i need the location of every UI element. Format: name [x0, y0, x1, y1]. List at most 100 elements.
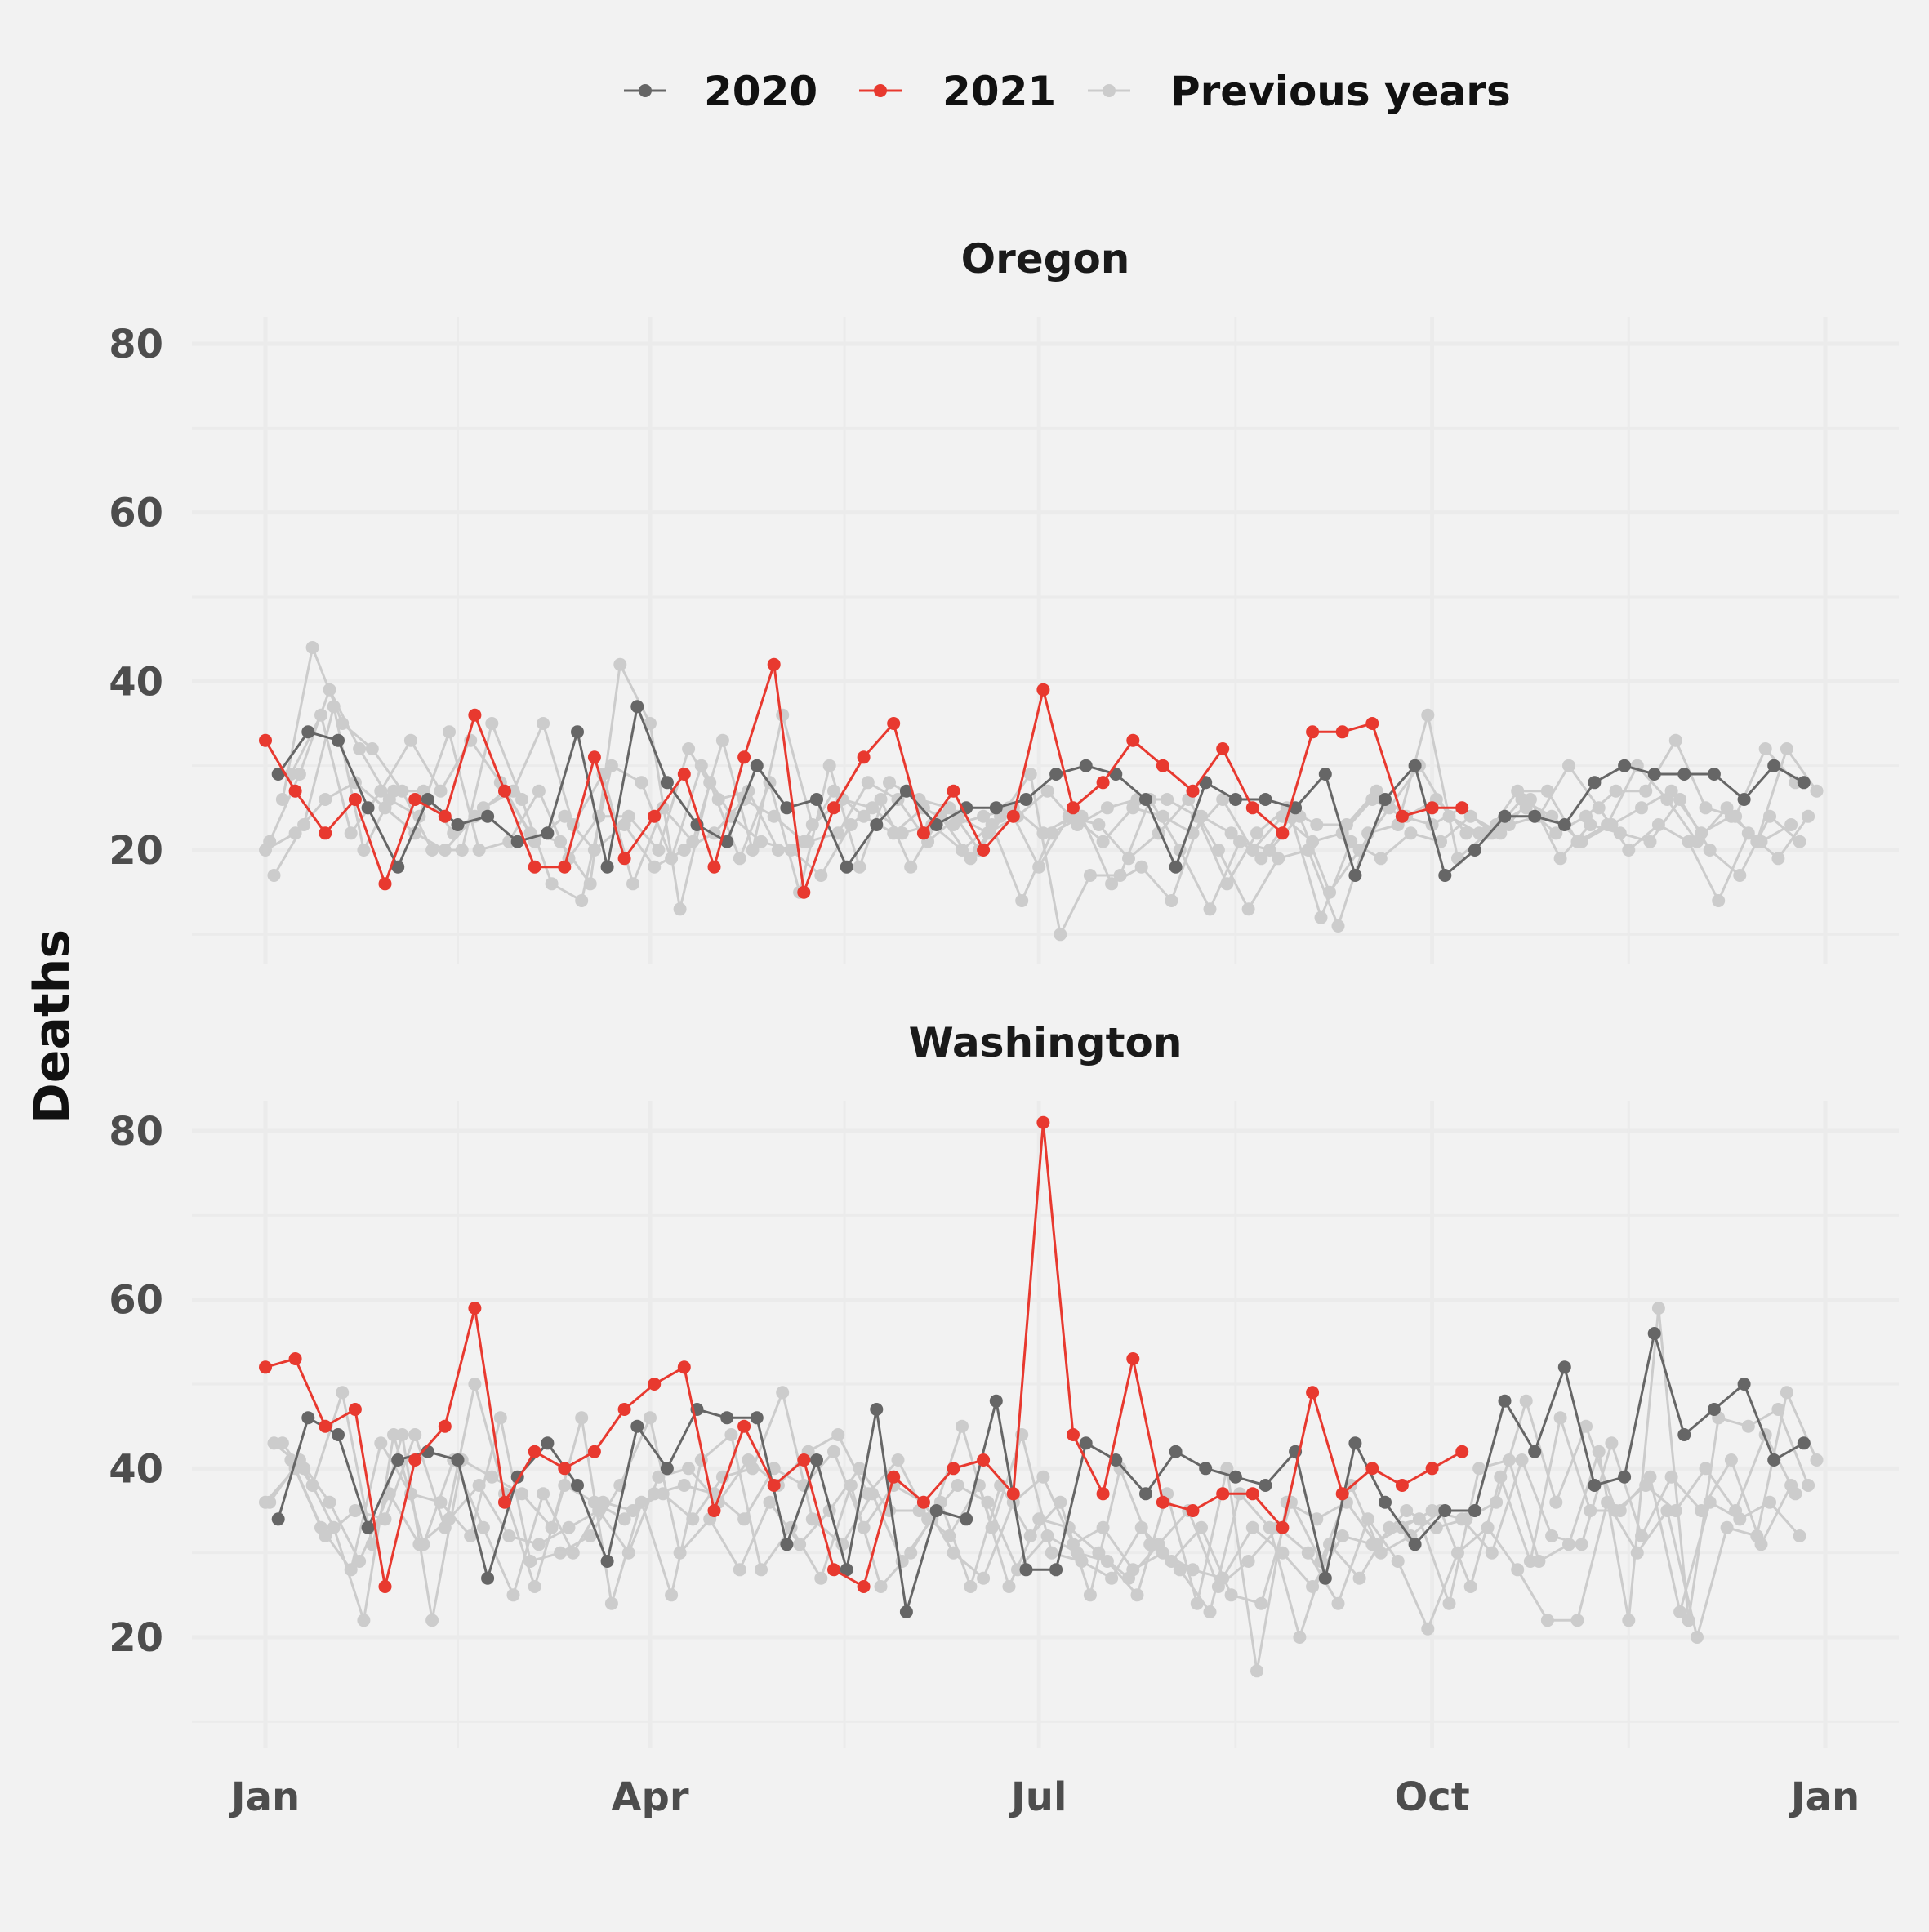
- data-point-previous-years-2: [1134, 860, 1148, 874]
- data-point-previous-years-5: [1549, 1495, 1563, 1509]
- data-point-previous-years-3: [814, 869, 828, 882]
- data-point-previous-years-5: [1729, 1504, 1743, 1517]
- series-line-2020: [277, 1332, 1805, 1614]
- data-point-2020: [421, 793, 434, 806]
- data-point-previous-years-3: [1442, 1596, 1456, 1610]
- data-point-2020: [630, 700, 644, 714]
- data-point-2021: [348, 793, 362, 806]
- data-point-previous-years-1: [1156, 809, 1169, 823]
- data-point-2020: [1468, 844, 1481, 857]
- legend-label-2021: 2021: [942, 68, 1056, 115]
- data-point-2020: [1348, 869, 1362, 882]
- data-point-previous-years-5: [562, 1520, 576, 1534]
- data-point-previous-years-5: [1161, 793, 1174, 806]
- data-point-2021: [887, 717, 901, 730]
- data-point-previous-years-4: [673, 1546, 687, 1560]
- data-point-previous-years-4: [673, 902, 687, 916]
- data-point-previous-years-4: [1481, 1520, 1495, 1534]
- data-point-previous-years-2: [956, 1419, 969, 1433]
- data-point-previous-years-2: [1463, 1580, 1477, 1593]
- data-point-previous-years-4: [644, 1411, 657, 1425]
- data-point-previous-years-5: [292, 768, 306, 781]
- data-point-2021: [1455, 801, 1469, 815]
- data-point-2021: [378, 877, 392, 891]
- data-point-previous-years-1: [1784, 818, 1798, 831]
- data-point-2020: [451, 818, 465, 831]
- data-point-2020: [1318, 768, 1332, 781]
- data-point-previous-years-3: [395, 1428, 409, 1441]
- data-point-previous-years-4: [1211, 1580, 1225, 1593]
- data-point-previous-years-1: [408, 1428, 422, 1441]
- data-point-2020: [1019, 1563, 1033, 1577]
- data-point-previous-years-5: [861, 776, 875, 790]
- data-point-2020: [1528, 809, 1542, 823]
- data-point-2020: [1797, 1436, 1811, 1450]
- data-point-2020: [720, 835, 734, 848]
- data-point-previous-years-3: [1383, 1520, 1397, 1534]
- data-point-previous-years-4: [1540, 1614, 1554, 1627]
- data-point-2020: [1438, 869, 1452, 882]
- data-point-2021: [916, 1495, 930, 1509]
- data-point-previous-years-5: [831, 1428, 845, 1441]
- data-point-previous-years-1: [468, 1378, 482, 1391]
- data-point-previous-years-2: [746, 844, 760, 857]
- data-point-previous-years-5: [443, 725, 456, 739]
- data-point-previous-years-4: [434, 784, 448, 798]
- data-point-previous-years-4: [1810, 1453, 1824, 1467]
- data-point-previous-years-2: [1195, 1520, 1208, 1534]
- data-point-previous-years-5: [1100, 1555, 1114, 1568]
- x-tick-label: Apr: [611, 1774, 689, 1820]
- data-point-previous-years-4: [853, 860, 866, 874]
- data-point-2020: [1797, 776, 1811, 790]
- data-point-previous-years-5: [472, 1479, 486, 1492]
- data-point-previous-years-3: [1054, 928, 1067, 942]
- data-point-previous-years-1: [1245, 1520, 1259, 1534]
- data-point-previous-years-1: [1485, 1546, 1499, 1560]
- data-point-previous-years-3: [1023, 768, 1037, 781]
- data-point-previous-years-5: [353, 742, 367, 755]
- data-point-previous-years-2: [1105, 1571, 1119, 1585]
- data-point-previous-years-2: [1703, 844, 1717, 857]
- data-point-previous-years-3: [425, 844, 439, 857]
- data-point-previous-years-2: [1165, 894, 1178, 907]
- data-point-previous-years-1: [348, 1504, 362, 1517]
- data-point-previous-years-1: [1635, 801, 1648, 815]
- data-point-2020: [1228, 1470, 1242, 1484]
- data-point-2020: [1259, 1479, 1272, 1492]
- data-point-2020: [332, 1428, 345, 1441]
- data-point-previous-years-5: [621, 809, 635, 823]
- data-point-2020: [1139, 793, 1152, 806]
- data-point-previous-years-3: [1083, 1588, 1097, 1602]
- data-point-2021: [288, 784, 302, 798]
- data-point-2020: [1647, 1327, 1661, 1340]
- data-point-previous-years-2: [506, 1588, 520, 1602]
- data-point-previous-years-3: [515, 1487, 528, 1501]
- data-point-2020: [1169, 860, 1183, 874]
- data-point-previous-years-5: [652, 844, 666, 857]
- data-point-2020: [1139, 1487, 1152, 1501]
- data-point-previous-years-4: [314, 1520, 327, 1534]
- data-point-2020: [1318, 1571, 1332, 1585]
- data-point-previous-years-4: [1750, 1529, 1764, 1542]
- data-point-previous-years-3: [1532, 1555, 1546, 1568]
- data-point-previous-years-3: [425, 1614, 439, 1627]
- data-point-previous-years-3: [1562, 1538, 1575, 1551]
- data-point-2020: [1109, 1453, 1123, 1467]
- data-point-previous-years-1: [857, 809, 871, 823]
- data-point-2020: [1588, 1479, 1602, 1492]
- data-point-2021: [1365, 717, 1379, 730]
- data-point-2020: [1707, 768, 1721, 781]
- data-point-previous-years-5: [1579, 809, 1593, 823]
- data-point-previous-years-4: [344, 826, 358, 840]
- data-point-previous-years-2: [715, 733, 729, 747]
- data-point-previous-years-5: [742, 1453, 755, 1467]
- data-point-2020: [301, 725, 315, 739]
- data-point-2021: [1126, 733, 1140, 747]
- data-point-previous-years-5: [951, 809, 965, 823]
- data-point-previous-years-5: [1490, 1495, 1504, 1509]
- x-tick-label: Jan: [229, 1774, 300, 1820]
- x-tick-label: Jan: [1789, 1774, 1860, 1820]
- data-point-previous-years-4: [1241, 902, 1255, 916]
- data-point-2020: [1557, 1360, 1571, 1374]
